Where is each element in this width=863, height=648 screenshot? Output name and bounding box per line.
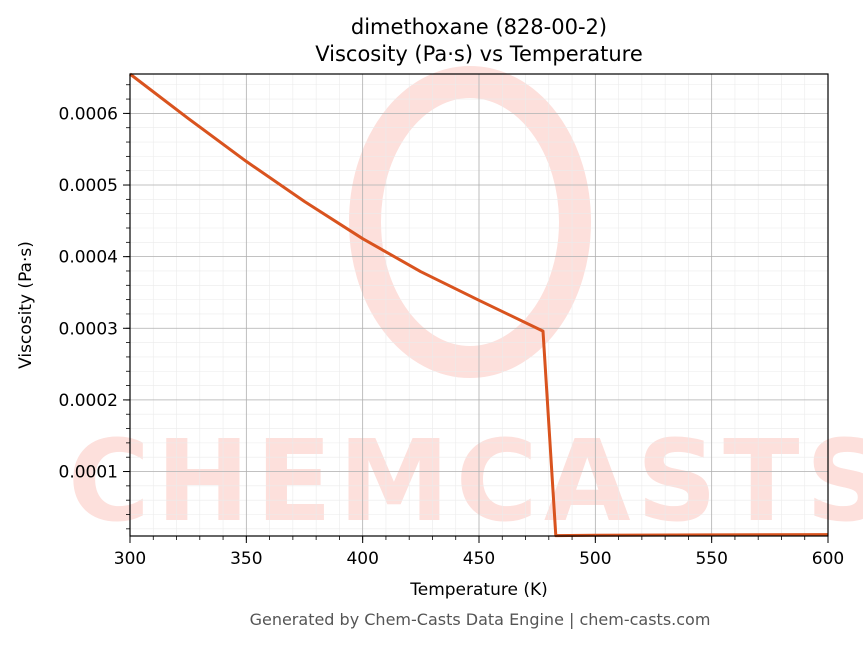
y-tick-label: 0.0001 (59, 463, 118, 483)
footer-credit: Generated by Chem-Casts Data Engine | ch… (250, 610, 711, 629)
chart-title: dimethoxane (828-00-2) (351, 15, 607, 39)
y-tick-label: 0.0004 (59, 248, 118, 268)
chart-subtitle: Viscosity (Pa·s) vs Temperature (315, 42, 643, 66)
y-tick-label: 0.0002 (59, 391, 118, 411)
x-tick-label: 450 (463, 549, 495, 569)
x-tick-label: 550 (695, 549, 727, 569)
x-tick-label: 600 (812, 549, 844, 569)
x-tick-label: 400 (346, 549, 378, 569)
x-tick-label: 300 (114, 549, 146, 569)
y-tick-label: 0.0005 (59, 176, 118, 196)
x-tick-label: 350 (230, 549, 262, 569)
watermark-text: CHEMCASTS (68, 417, 863, 547)
y-tick-label: 0.0003 (59, 319, 118, 339)
y-tick-label: 0.0006 (59, 104, 118, 124)
watermark-ring (365, 82, 575, 362)
x-tick-label: 500 (579, 549, 611, 569)
y-axis-label: Viscosity (Pa·s) (16, 241, 36, 369)
x-axis-label: Temperature (K) (409, 580, 548, 600)
chemcasts-watermark: CHEMCASTS (68, 82, 863, 547)
